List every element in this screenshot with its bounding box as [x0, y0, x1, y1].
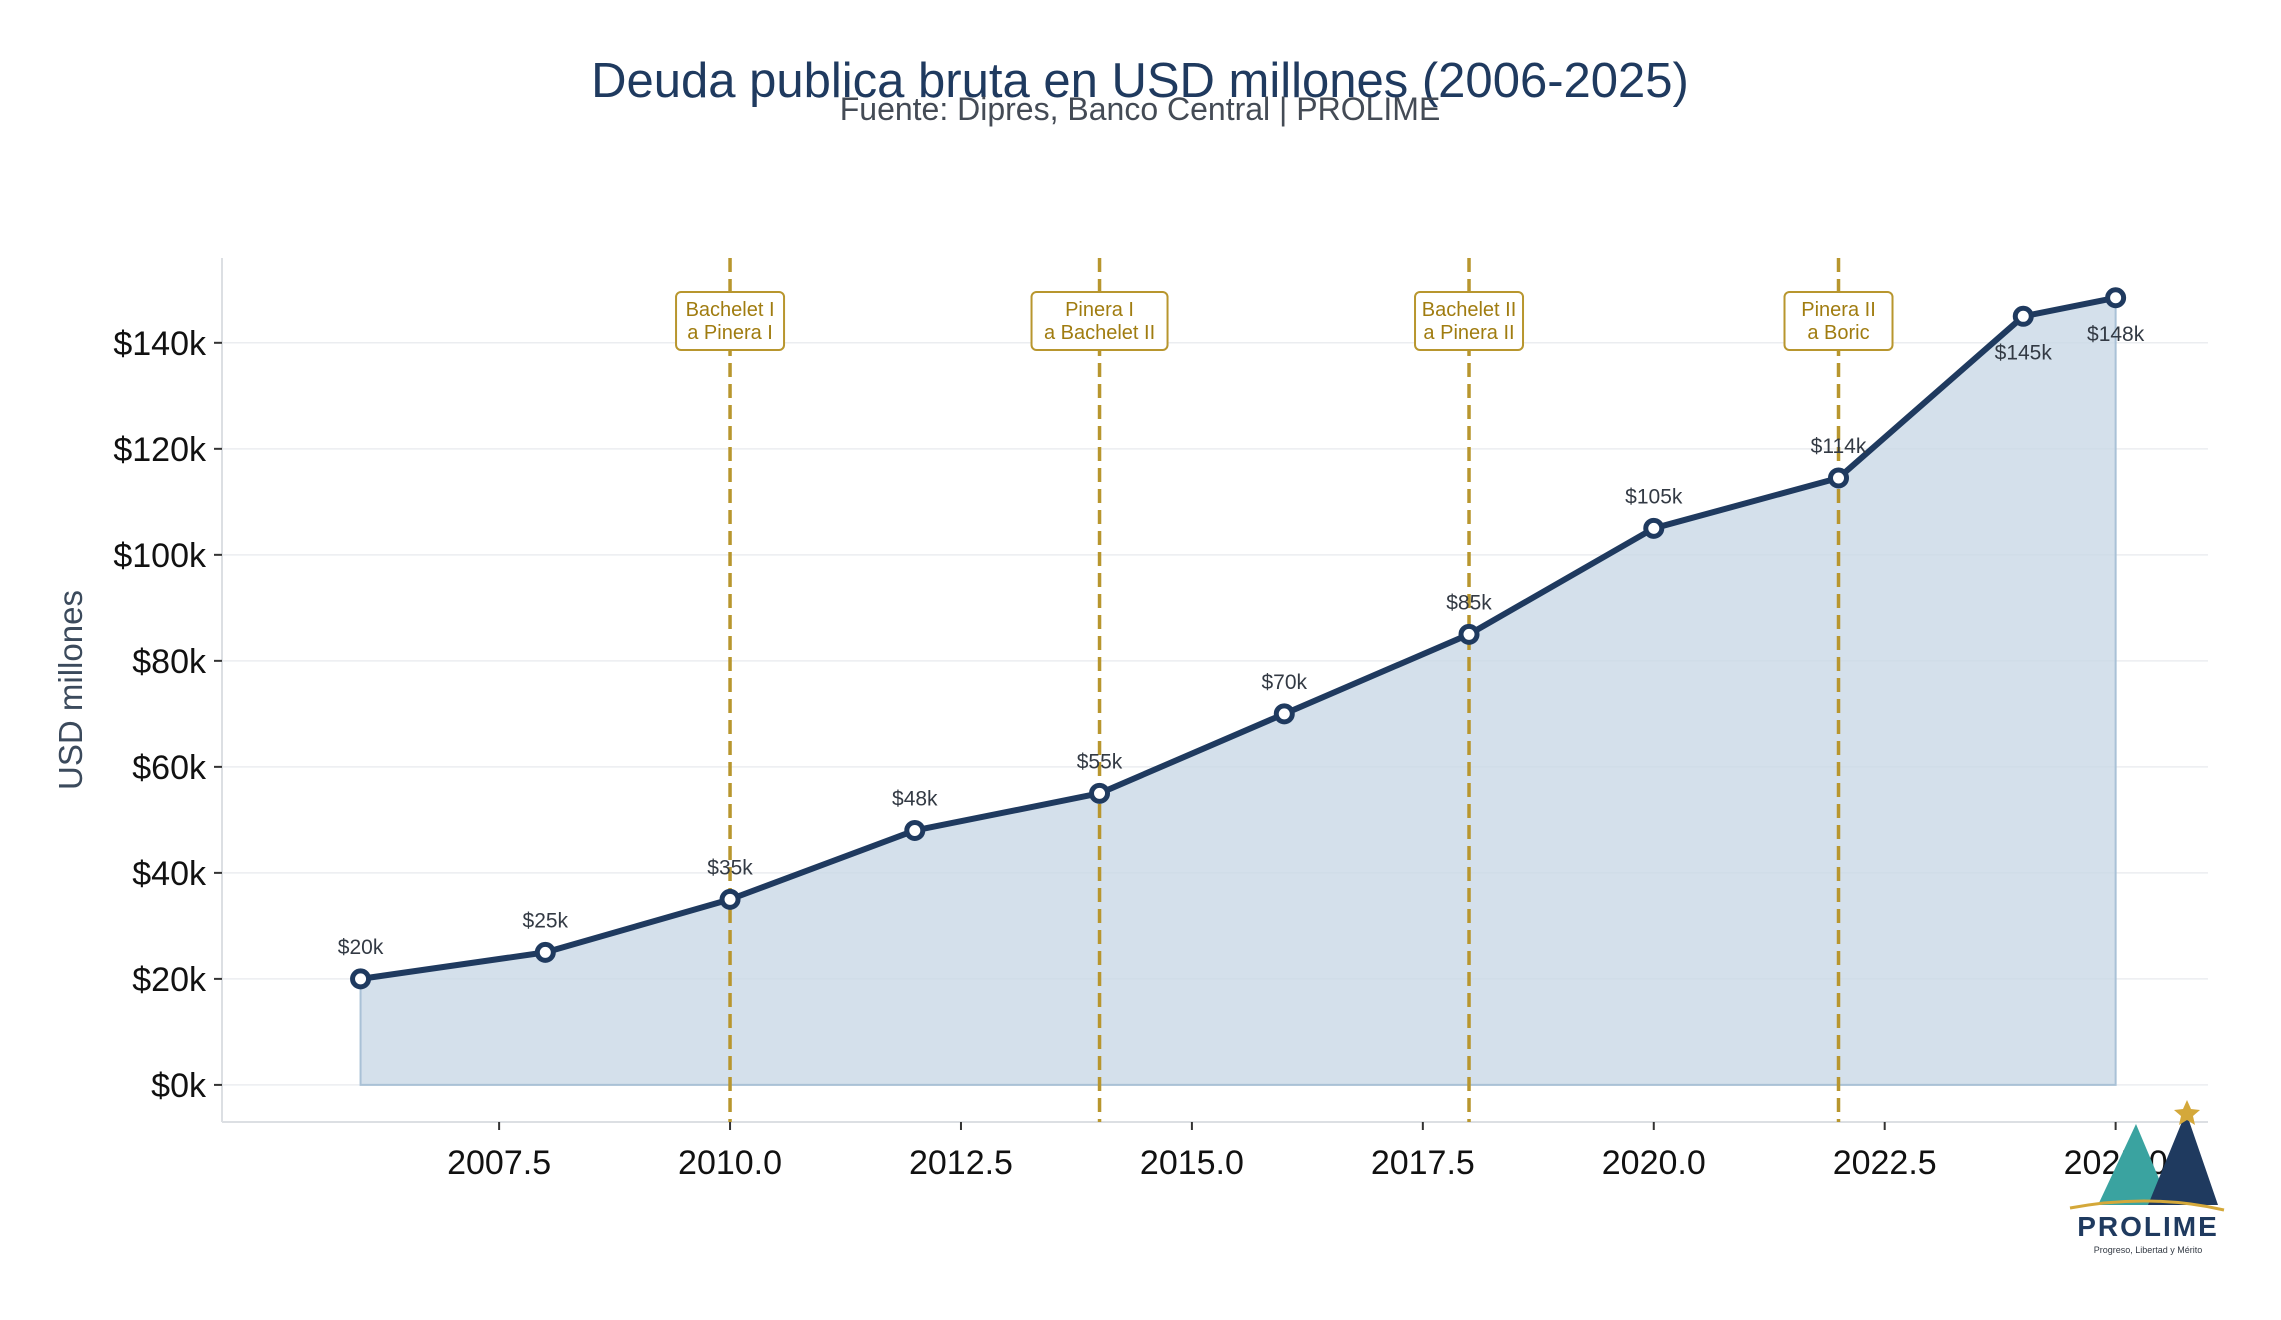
data-label: $114k	[1811, 435, 1867, 458]
y-tick-label: $100k	[113, 537, 207, 575]
data-point	[2012, 305, 2034, 327]
x-tick-label: 2020.0	[1602, 1144, 1706, 1182]
x-tick-label: 2007.5	[447, 1144, 551, 1182]
logo-teal-mountain	[2098, 1124, 2170, 1205]
transition-label: Pinera II	[1801, 299, 1875, 321]
data-label: $35k	[707, 856, 753, 879]
transition-label: a Pinera I	[687, 322, 773, 344]
y-tick-label: $140k	[113, 325, 207, 363]
transition-label: Pinera I	[1065, 299, 1134, 321]
data-point	[719, 888, 741, 910]
data-label: $48k	[892, 787, 938, 810]
point-layer	[350, 287, 2127, 990]
x-tick-label: 2022.5	[1833, 1144, 1937, 1182]
y-tick-label: $80k	[132, 643, 207, 681]
data-point	[1089, 782, 1111, 804]
data-point	[534, 941, 556, 963]
transition-label: a Bachelet II	[1044, 322, 1155, 344]
x-tick-label: 2012.5	[909, 1144, 1013, 1182]
logo-star-icon	[2174, 1100, 2200, 1125]
y-tick-label: $20k	[132, 961, 207, 999]
logo-swoosh	[2069, 1199, 2225, 1212]
transition-label: a Boric	[1807, 322, 1869, 344]
y-tick-label: $60k	[132, 749, 207, 787]
y-tick-label: $120k	[113, 431, 207, 469]
transition-label: a Pinera II	[1423, 322, 1514, 344]
data-label: $148k	[2087, 323, 2145, 346]
transition-label: Bachelet I	[686, 299, 775, 321]
x-tick-label: 2015.0	[1140, 1144, 1244, 1182]
transition-label-box	[1414, 291, 1525, 351]
x-tick-label: 2017.5	[1371, 1144, 1475, 1182]
data-point	[1643, 517, 1665, 539]
data-label: $20k	[338, 936, 384, 959]
y-tick-label: $0k	[151, 1067, 207, 1105]
area-fill	[359, 296, 2117, 1086]
transition-label: Bachelet II	[1422, 299, 1517, 321]
data-label: $145k	[1995, 341, 2053, 364]
tick-layer: $0k $20k $40k $60k $80k $100k $120k $140k 2007.5…	[113, 325, 2167, 1182]
y-axis-label: USD millones	[52, 590, 89, 790]
logo-navy-mountain	[2148, 1112, 2218, 1205]
transition-label-box	[675, 291, 786, 351]
transition-label-box	[1030, 291, 1169, 351]
data-point	[350, 968, 372, 990]
data-point	[1273, 703, 1295, 725]
y-tick-label: $40k	[132, 855, 207, 893]
data-point	[1828, 467, 1850, 489]
label-layer: $20k $25k $35k $48k $55k $70k $85k $105k $114k $1…	[338, 323, 2145, 959]
area-layer	[359, 296, 2117, 1086]
chart-title: Deuda publica bruta en USD millones (200…	[591, 54, 1689, 108]
data-label: $70k	[1262, 671, 1308, 694]
transition-label-box	[1783, 291, 1894, 351]
prolime-logo: PROLIME Progreso, Libertad y Mérito	[2069, 1100, 2225, 1255]
chart-subtitle: Fuente: Dipres, Banco Central | PROLIME	[840, 91, 1441, 127]
data-label: $105k	[1625, 485, 1683, 508]
data-point	[2105, 287, 2127, 309]
data-label: $25k	[523, 909, 569, 932]
x-tick-label: 2010.0	[678, 1144, 782, 1182]
data-point	[904, 819, 926, 841]
annotation-layer: Bachelet Ia Pinera I Pinera Ia Bachelet I…	[675, 258, 1894, 1122]
logo-tagline: Progreso, Libertad y Mérito	[2094, 1245, 2203, 1255]
data-point	[1458, 623, 1480, 645]
data-label: $85k	[1446, 591, 1492, 614]
logo-brand-text: PROLIME	[2077, 1211, 2219, 1242]
data-label: $55k	[1077, 750, 1123, 773]
